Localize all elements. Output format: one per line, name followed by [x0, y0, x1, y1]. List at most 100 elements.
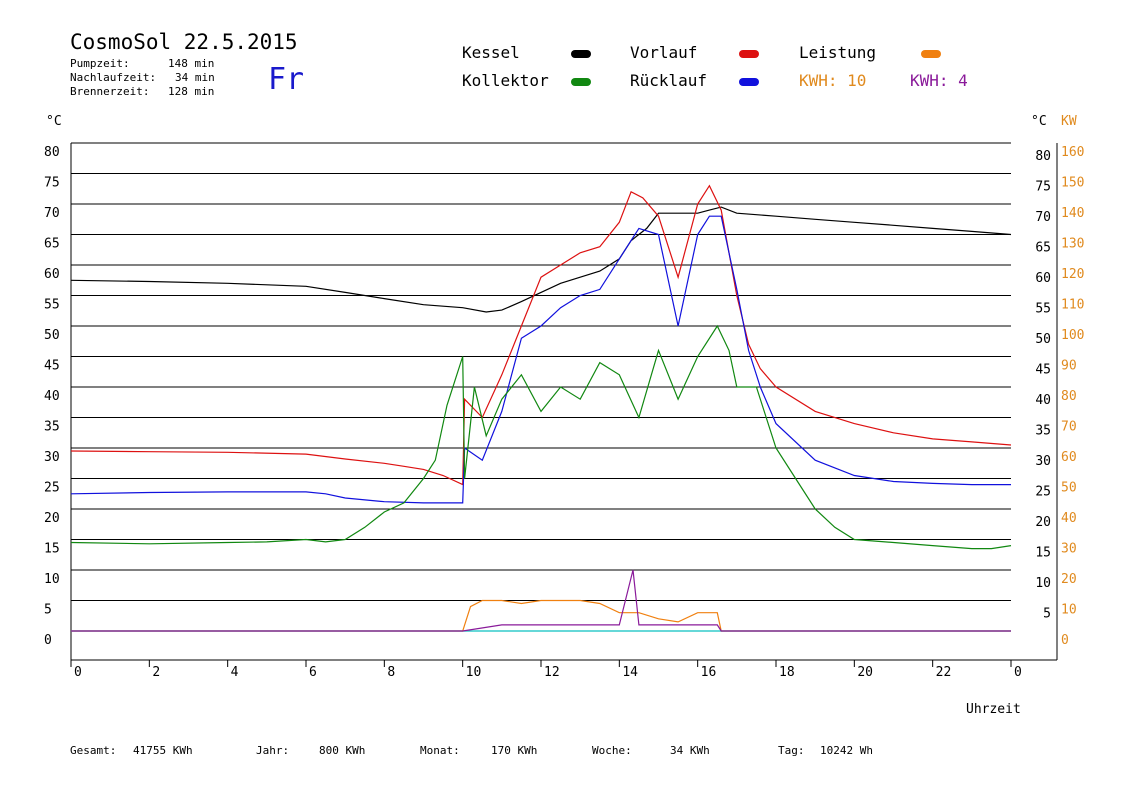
y-tick-label-left: 50 [44, 328, 60, 343]
y-tick-label-left: 70 [44, 206, 60, 221]
x-tick-label: 20 [857, 665, 873, 680]
y-tick-label-right-temp: 65 [1035, 241, 1051, 256]
pumpzeit-value: 148 min [168, 57, 215, 70]
brennerzeit-value: 128 min [168, 85, 215, 98]
nachlaufzeit-label: Nachlaufzeit: [70, 71, 157, 84]
y-tick-label-left: 0 [44, 633, 52, 648]
y-tick-label-right-power: 20 [1061, 572, 1077, 587]
x-tick-label: 0 [1014, 665, 1022, 680]
legend-kessel-swatch [571, 50, 591, 58]
y-tick-label-left: 30 [44, 450, 60, 465]
y-tick-label-left: 15 [44, 542, 60, 557]
y-tick-label-right-power: 80 [1061, 389, 1077, 404]
y-tick-label-right-power: 0 [1061, 633, 1069, 648]
y-tick-label-right-power: 30 [1061, 542, 1077, 557]
y-tick-label-right-power: 50 [1061, 481, 1077, 496]
footer-monat-label: Monat: [420, 744, 460, 757]
y-tick-label-right-power: 70 [1061, 420, 1077, 435]
y-tick-label-right-temp: 60 [1035, 271, 1051, 286]
y-tick-label-right-power: 40 [1061, 511, 1077, 526]
y-tick-label-right-power: 120 [1061, 267, 1084, 282]
y-tick-label-right-power: 60 [1061, 450, 1077, 465]
footer-tag-value: 10242 Wh [820, 744, 873, 757]
right-axis-unit-temp: °C [1031, 114, 1047, 129]
legend-kessel: Kessel [462, 43, 520, 62]
y-tick-label-right-temp: 5 [1043, 607, 1051, 622]
x-tick-label: 16 [701, 665, 717, 680]
legend-vorlauf-swatch [739, 50, 759, 58]
y-tick-label-right-power: 10 [1061, 603, 1077, 618]
y-tick-label-left: 10 [44, 572, 60, 587]
footer-tag-label: Tag: [778, 744, 805, 757]
x-tick-label: 14 [622, 665, 638, 680]
series-line-series [71, 569, 1011, 632]
y-tick-label-right-temp: 25 [1035, 485, 1051, 500]
y-tick-label-right-temp: 75 [1035, 180, 1051, 195]
y-tick-label-left: 20 [44, 511, 60, 526]
y-tick-label-left: 35 [44, 420, 60, 435]
y-tick-label-right-temp: 10 [1035, 576, 1051, 591]
y-tick-label-right-temp: 35 [1035, 424, 1051, 439]
weekday: Fr [268, 62, 305, 97]
series-line-kessel [70, 206, 1012, 313]
y-tick-label-right-power: 150 [1061, 176, 1084, 191]
legend-ruecklauf: Rücklauf [630, 71, 708, 90]
left-axis-unit: °C [46, 114, 62, 129]
series-line-kollektor [70, 324, 1012, 550]
pumpzeit-label: Pumpzeit: [70, 57, 130, 70]
x-tick-label: 2 [152, 665, 160, 680]
series-line-vorlauf [70, 184, 1012, 486]
chart-title: CosmoSol 22.5.2015 [70, 30, 298, 54]
footer-gesamt-label: Gesamt: [70, 744, 117, 757]
y-tick-label-left: 55 [44, 298, 60, 313]
y-tick-label-right-temp: 20 [1035, 515, 1051, 530]
y-tick-label-left: 25 [44, 481, 60, 496]
y-tick-label-right-temp: 50 [1035, 332, 1051, 347]
nachlaufzeit-value: 34 min [175, 71, 215, 84]
footer-jahr-label: Jahr: [256, 744, 290, 757]
x-axis-label: Uhrzeit [966, 702, 1021, 717]
footer-monat-value: 170 KWh [491, 744, 538, 757]
legend-vorlauf: Vorlauf [630, 43, 698, 62]
y-tick-label-right-temp: 40 [1035, 393, 1051, 408]
x-tick-label: 18 [779, 665, 795, 680]
y-tick-label-right-power: 100 [1061, 328, 1084, 343]
y-tick-label-left: 75 [44, 176, 60, 191]
footer-jahr-value: 800 KWh [319, 744, 366, 757]
kwh-leistung: KWH: 10 [799, 71, 867, 90]
series-line-r-cklauf [70, 215, 1011, 504]
x-tick-label: 22 [936, 665, 952, 680]
y-tick-label-left: 60 [44, 267, 60, 282]
y-tick-label-right-power: 90 [1061, 359, 1077, 374]
y-tick-label-right-temp: 30 [1035, 454, 1051, 469]
legend-kollektor-swatch [571, 78, 591, 86]
y-tick-label-right-power: 130 [1061, 237, 1084, 252]
x-tick-label: 10 [466, 665, 482, 680]
y-tick-label-right-temp: 15 [1035, 546, 1051, 561]
y-tick-label-right-temp: 45 [1035, 363, 1051, 378]
legend-leistung-swatch [921, 50, 941, 58]
footer-woche-value: 34 KWh [670, 744, 710, 757]
brennerzeit-label: Brennerzeit: [70, 85, 150, 98]
y-tick-label-right-power: 110 [1061, 298, 1084, 313]
x-tick-label: 12 [544, 665, 560, 680]
legend-leistung: Leistung [799, 43, 877, 62]
y-tick-label-right-power: 160 [1061, 145, 1084, 160]
right-axis-unit-power: KW [1061, 114, 1077, 129]
y-tick-label-right-power: 140 [1061, 206, 1084, 221]
y-tick-label-left: 40 [44, 389, 60, 404]
x-tick-label: 0 [74, 665, 82, 680]
legend-ruecklauf-swatch [739, 78, 759, 86]
y-tick-label-left: 45 [44, 359, 60, 374]
footer-woche-label: Woche: [592, 744, 632, 757]
legend-kollektor: Kollektor [462, 71, 549, 90]
series-line-leistung [71, 599, 1011, 632]
y-tick-label-right-temp: 80 [1035, 149, 1051, 164]
footer-gesamt-value: 41755 KWh [133, 744, 193, 757]
x-tick-label: 8 [387, 665, 395, 680]
y-tick-label-right-temp: 55 [1035, 302, 1051, 317]
y-tick-label-left: 80 [44, 145, 60, 160]
y-tick-label-left: 5 [44, 603, 52, 618]
x-tick-label: 6 [309, 665, 317, 680]
